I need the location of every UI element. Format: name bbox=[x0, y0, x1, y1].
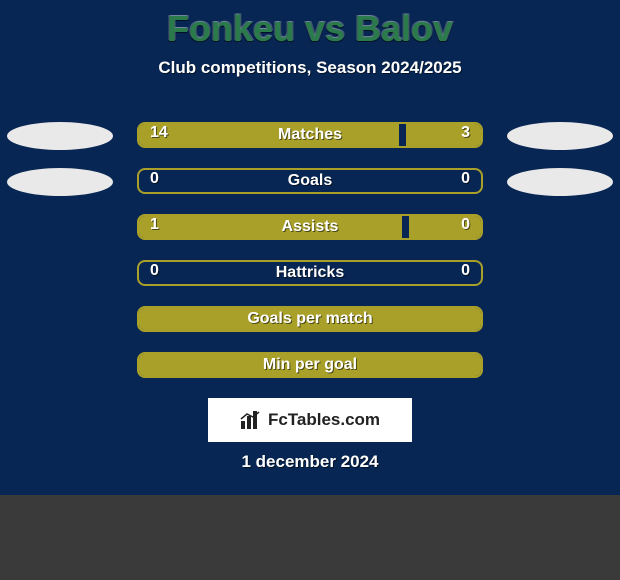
player-badge-right bbox=[507, 122, 613, 150]
snapshot-date: 1 december 2024 bbox=[0, 452, 620, 472]
stat-value-right: 3 bbox=[440, 122, 480, 144]
site-logo[interactable]: FcTables.com bbox=[208, 398, 412, 442]
player-badge-right bbox=[507, 168, 613, 196]
stat-row: Assists1 0 bbox=[0, 214, 620, 242]
stat-label: Matches bbox=[139, 124, 481, 146]
stat-row: Hattricks0 0 bbox=[0, 260, 620, 288]
stat-row: Goals0 0 bbox=[0, 168, 620, 196]
subtitle: Club competitions, Season 2024/2025 bbox=[0, 58, 620, 78]
stat-value-right: 0 bbox=[440, 260, 480, 282]
logo-text: FcTables.com bbox=[268, 410, 380, 430]
stat-bar: Goals per match bbox=[137, 306, 483, 332]
player-badge-left bbox=[7, 168, 113, 196]
stat-label: Goals per match bbox=[139, 308, 481, 330]
stat-rows: Matches143Goals00Assists10Hattricks00Goa… bbox=[0, 122, 620, 398]
stat-value-left: 0 bbox=[140, 260, 180, 282]
stat-bar: Assists bbox=[137, 214, 483, 240]
stat-bar: Matches bbox=[137, 122, 483, 148]
stat-row: Matches14 3 bbox=[0, 122, 620, 150]
comparison-card: Fonkeu vs Balov Club competitions, Seaso… bbox=[0, 0, 620, 495]
stat-value-right: 0 bbox=[440, 214, 480, 236]
stat-value-right: 0 bbox=[440, 168, 480, 190]
stat-label: Goals bbox=[139, 170, 481, 192]
stat-bar: Min per goal bbox=[137, 352, 483, 378]
stat-value-left: 14 bbox=[140, 122, 180, 144]
stat-value-left: 1 bbox=[140, 214, 180, 236]
stat-row: Min per goal bbox=[0, 352, 620, 380]
stat-row: Goals per match bbox=[0, 306, 620, 334]
stat-bar: Goals bbox=[137, 168, 483, 194]
bars-icon bbox=[240, 411, 262, 429]
stat-label: Hattricks bbox=[139, 262, 481, 284]
page-title: Fonkeu vs Balov bbox=[0, 0, 620, 50]
stat-label: Assists bbox=[139, 216, 481, 238]
player-badge-left bbox=[7, 122, 113, 150]
stat-value-left: 0 bbox=[140, 168, 180, 190]
stat-bar: Hattricks bbox=[137, 260, 483, 286]
stat-label: Min per goal bbox=[139, 354, 481, 376]
